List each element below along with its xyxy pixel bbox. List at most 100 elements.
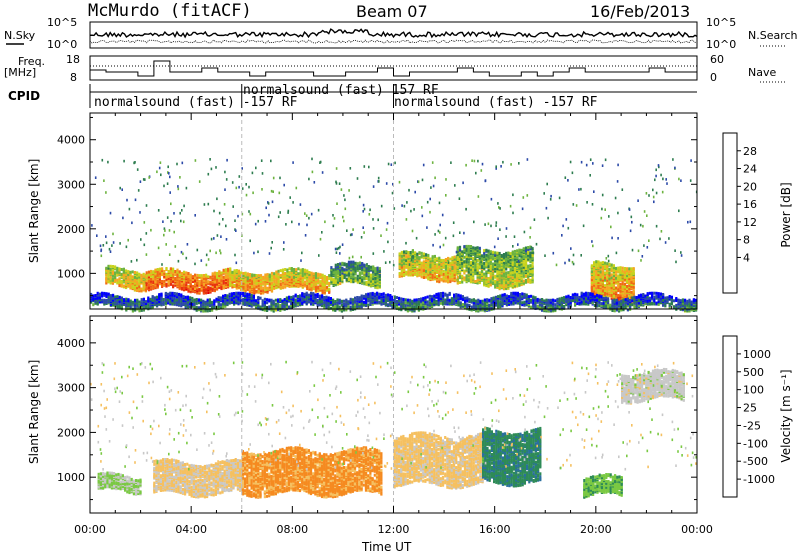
heatmap-cell (479, 299, 482, 303)
heatmap-cell (529, 260, 532, 264)
heatmap-cell (512, 291, 515, 295)
heatmap-cell (301, 279, 304, 283)
heatmap-cell (290, 280, 293, 284)
heatmap-cell (266, 286, 269, 290)
noise-sky-line (89, 28, 698, 39)
heatmap-cell (447, 272, 450, 276)
heatmap-cell (145, 271, 148, 275)
heatmap-cell (321, 273, 324, 277)
heatmap-cell (172, 279, 175, 283)
heatmap-cell (136, 284, 139, 288)
heatmap-cell (235, 278, 238, 282)
heatmap-cell (483, 263, 486, 267)
heatmap-cell (129, 282, 132, 286)
heatmap-cell (220, 283, 223, 287)
heatmap-cell (604, 291, 607, 294)
heatmap-cell (590, 276, 593, 279)
heatmap-cell (334, 272, 337, 276)
heatmap-cell (145, 273, 148, 277)
heatmap-cell (476, 249, 479, 253)
heatmap-cell (494, 285, 497, 289)
heatmap-cell (378, 300, 381, 304)
heatmap-cell (467, 253, 470, 257)
heatmap-cell (356, 274, 359, 278)
heatmap-cell (211, 285, 214, 288)
heatmap-cell (505, 254, 508, 258)
heatmap-cell (467, 266, 470, 270)
heatmap-cell (436, 274, 439, 278)
heatmap-cell (418, 265, 421, 268)
heatmap-cell (120, 283, 123, 287)
heatmap-cell (246, 277, 249, 281)
heatmap-cell (615, 273, 618, 277)
heatmap-cell (626, 269, 629, 273)
heatmap-cell (529, 264, 532, 268)
heatmap-cell (595, 288, 598, 292)
heatmap-cell (487, 252, 490, 256)
heatmap-cell (442, 294, 445, 298)
heatmap-cell (442, 300, 445, 304)
heatmap-cell (431, 298, 434, 301)
heatmap-cell (630, 281, 633, 284)
heatmap-cell (610, 296, 613, 300)
heatmap-cell (363, 277, 366, 281)
heatmap-cell (405, 270, 408, 274)
heatmap-cell (334, 279, 337, 283)
heatmap-cell (266, 273, 269, 277)
heatmap-cell (175, 292, 178, 296)
heatmap-cell (469, 260, 473, 264)
heatmap-cell (270, 298, 273, 302)
heatmap-cell (274, 298, 277, 302)
heatmap-cell (255, 278, 258, 282)
heatmap-cell (183, 288, 186, 292)
heatmap-cell (228, 297, 231, 301)
heatmap-cell (105, 292, 108, 296)
heatmap-cell (114, 302, 117, 306)
heatmap-cell (299, 272, 302, 276)
heatmap-cell (505, 251, 508, 255)
heatmap-cell (341, 271, 344, 275)
freq-line (90, 60, 697, 77)
heatmap-cell (150, 281, 153, 285)
heatmap-cell (228, 292, 231, 296)
heatmap-cell (420, 254, 423, 258)
heatmap-cell (610, 276, 613, 280)
heatmap-cell (467, 264, 470, 268)
heatmap-cell (109, 275, 112, 279)
heatmap-cell (374, 278, 377, 282)
heatmap-cell (431, 295, 434, 299)
heatmap-cell (407, 254, 410, 258)
heatmap-cell (270, 288, 274, 292)
heatmap-cell (400, 254, 403, 258)
heatmap-cell (500, 254, 503, 257)
heatmap-cell (472, 250, 475, 254)
heatmap-cell (169, 271, 172, 275)
heatmap-cell (486, 298, 489, 302)
heatmap-cell (156, 282, 159, 286)
heatmap-cell (435, 299, 438, 303)
heatmap-cell (205, 288, 208, 292)
heatmap-cell (511, 266, 514, 270)
heatmap-cell (257, 274, 260, 278)
heatmap-cell (125, 269, 128, 273)
heatmap-cell (161, 267, 164, 271)
heatmap-cell (227, 281, 230, 285)
heatmap-cell (531, 278, 534, 282)
heatmap-cell (299, 284, 302, 288)
heatmap-cell (169, 274, 172, 278)
heatmap-cell (290, 295, 293, 299)
heatmap-cell (211, 272, 214, 276)
heatmap-cell (461, 303, 464, 306)
heatmap-cell (114, 271, 117, 275)
heatmap-cell (288, 275, 291, 279)
heatmap-cell (472, 298, 475, 302)
heatmap-cell (608, 267, 611, 271)
heatmap-cell (281, 282, 285, 286)
heatmap-cell (438, 256, 441, 260)
heatmap-cell (195, 298, 198, 301)
heatmap-cell (428, 294, 431, 298)
heatmap-cell (312, 287, 315, 291)
heatmap-cell (227, 278, 230, 282)
heatmap-cell (263, 297, 266, 301)
